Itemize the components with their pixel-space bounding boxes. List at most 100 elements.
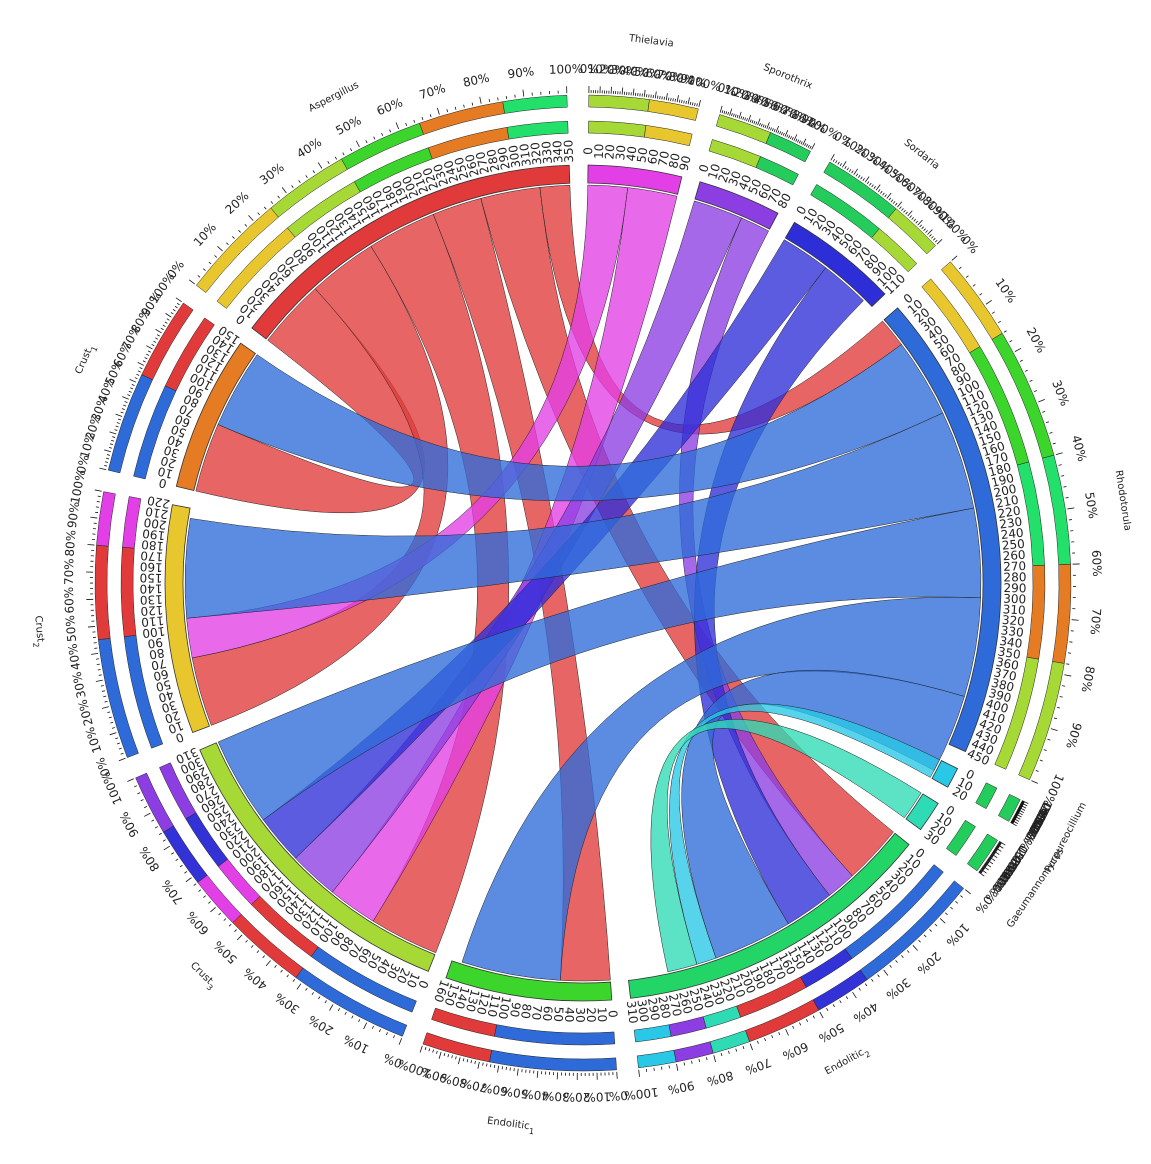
percent-tick xyxy=(871,979,873,981)
percent-tick xyxy=(1038,399,1045,402)
percent-tick xyxy=(251,945,253,947)
percent-tick xyxy=(180,865,182,867)
percent-label: 60% xyxy=(1089,550,1104,577)
percent-tick xyxy=(116,414,123,416)
percent-tick xyxy=(444,1053,445,1056)
percent-tick xyxy=(1025,370,1028,371)
percent-tick xyxy=(878,975,880,977)
percent-tick xyxy=(374,137,375,140)
percent-tick xyxy=(137,793,140,794)
percent-tick xyxy=(1031,781,1037,784)
percent-tick xyxy=(924,935,926,937)
percent-tick xyxy=(109,717,112,718)
percent-label: 40% xyxy=(294,135,324,161)
percent-tick xyxy=(437,108,439,115)
percent-tick xyxy=(820,1012,823,1018)
percent-tick xyxy=(633,89,634,96)
percent-label: 30% xyxy=(70,670,89,699)
percent-tick xyxy=(779,1032,780,1035)
percent-tick xyxy=(186,878,192,882)
percent-tick xyxy=(318,996,320,999)
percent-tick xyxy=(735,114,736,117)
percent-tick xyxy=(263,956,265,958)
percent-tick xyxy=(232,236,234,238)
percent-tick xyxy=(117,423,120,424)
percent-tick xyxy=(748,115,750,122)
percent-tick xyxy=(343,153,344,156)
percent-tick xyxy=(813,1016,814,1019)
percent-tick xyxy=(872,185,874,187)
percent-tick xyxy=(885,195,887,197)
percent-tick xyxy=(730,109,732,116)
percent-tick xyxy=(986,300,992,304)
percent-tick xyxy=(904,210,906,212)
percent-tick xyxy=(194,884,196,886)
percent-tick xyxy=(677,95,678,102)
percent-tick xyxy=(959,267,961,269)
percent-tick xyxy=(728,112,729,115)
percent-bar-slice xyxy=(1042,455,1070,565)
percent-tick xyxy=(523,90,524,97)
percent-tick xyxy=(393,1035,394,1038)
percent-tick xyxy=(878,190,880,192)
percent-tick xyxy=(163,325,166,327)
percent-label: 10% xyxy=(341,1032,371,1056)
percent-tick xyxy=(130,379,136,382)
percent-tick xyxy=(138,362,144,365)
percent-tick xyxy=(152,344,155,345)
percent-tick xyxy=(138,371,141,372)
percent-tick xyxy=(1036,770,1039,771)
percent-tick xyxy=(722,110,723,113)
percent-tick xyxy=(752,120,753,123)
percent-tick xyxy=(1015,348,1021,351)
percent-tick xyxy=(134,786,137,787)
percent-tick xyxy=(801,141,802,144)
percent-tick xyxy=(736,1049,737,1052)
percent-tick xyxy=(98,496,101,497)
percent-tick xyxy=(90,517,97,518)
percent-label: 30% xyxy=(272,990,302,1017)
percent-bar-slice xyxy=(766,132,811,161)
percent-tick xyxy=(950,907,952,909)
percent-label: 80% xyxy=(136,844,162,874)
percent-label: 70% xyxy=(159,877,186,907)
percent-bar-slice xyxy=(709,139,761,167)
percent-tick xyxy=(163,840,166,842)
percent-tick xyxy=(104,450,111,452)
percent-tick xyxy=(88,626,95,627)
percent-tick xyxy=(390,130,391,133)
percent-tick xyxy=(146,354,149,355)
percent-tick xyxy=(869,183,871,185)
percent-label: 80% xyxy=(63,529,79,557)
percent-tick xyxy=(167,319,170,321)
percent-tick xyxy=(143,361,146,362)
percent-tick xyxy=(257,951,259,953)
percent-tick xyxy=(842,161,846,167)
percent-tick xyxy=(135,378,138,379)
ribbon-layer xyxy=(185,185,981,981)
percent-bar-slice xyxy=(703,1006,741,1028)
percent-tick xyxy=(952,256,957,261)
percent-tick xyxy=(87,545,94,546)
percent-tick xyxy=(865,984,867,986)
percent-tick xyxy=(293,979,295,981)
percent-tick xyxy=(690,102,691,105)
percent-tick xyxy=(275,965,277,967)
percent-tick xyxy=(750,120,751,123)
percent-bar-slice xyxy=(588,121,646,137)
percent-tick xyxy=(203,896,205,898)
percent-tick xyxy=(467,1059,468,1062)
percent-tick xyxy=(675,99,676,102)
percent-label: 10% xyxy=(191,220,219,249)
percent-tick xyxy=(908,211,913,216)
percent-tick xyxy=(498,1066,499,1073)
percent-tick xyxy=(144,806,147,807)
percent-tick xyxy=(483,1063,484,1066)
segment-Crust2: 0102030405060708090100110120130140150160… xyxy=(29,469,210,779)
percent-tick xyxy=(366,140,367,143)
percent-tick xyxy=(1010,340,1013,341)
percent-tick xyxy=(896,960,898,962)
percent-tick xyxy=(350,148,351,151)
